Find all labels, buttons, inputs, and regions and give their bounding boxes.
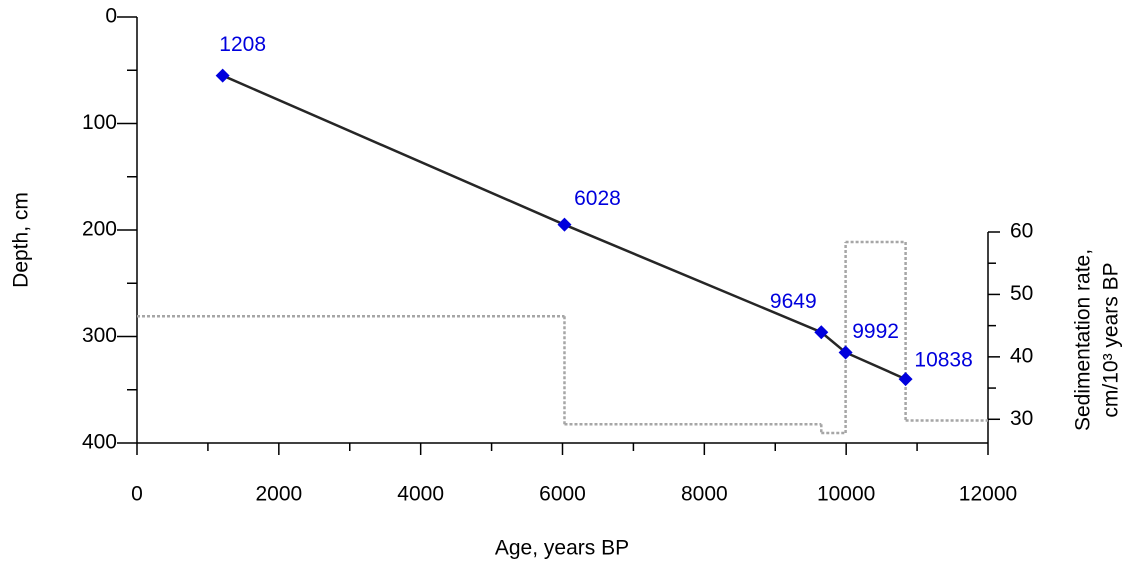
x-tick-label: 10000 (817, 483, 875, 506)
age-label: 6028 (574, 187, 621, 210)
y-axis-label: Depth, cm (10, 192, 33, 288)
y2-axis-label: Sedimentation rate, (1072, 249, 1095, 431)
x-axis-label: Age, years BP (495, 537, 629, 560)
y2-tick-label: 50 (1010, 282, 1033, 305)
age-point (898, 372, 913, 387)
y-tick-label: 0 (105, 5, 117, 28)
y-tick-label: 100 (82, 111, 117, 134)
x-tick-label: 2000 (255, 483, 302, 506)
x-tick-label: 12000 (959, 483, 1017, 506)
age-label: 9992 (852, 320, 899, 343)
y2-axis-label: cm/10³ years BP (1100, 262, 1123, 417)
age-label: 9649 (770, 290, 817, 313)
y2-tick-label: 60 (1010, 220, 1033, 243)
age-point (838, 345, 853, 360)
y2-tick-label: 40 (1010, 344, 1033, 367)
y2-tick-label: 30 (1010, 407, 1033, 430)
age-label: 1208 (219, 33, 266, 56)
y-tick-label: 400 (82, 431, 117, 454)
x-tick-label: 6000 (539, 483, 586, 506)
x-tick-label: 8000 (681, 483, 728, 506)
age-point (215, 68, 230, 83)
x-tick-label: 4000 (397, 483, 444, 506)
y-tick-label: 300 (82, 324, 117, 347)
age-point (814, 325, 829, 340)
age-point (557, 217, 572, 232)
age-label: 10838 (914, 349, 972, 372)
y-tick-label: 200 (82, 218, 117, 241)
x-tick-label: 0 (131, 483, 143, 506)
